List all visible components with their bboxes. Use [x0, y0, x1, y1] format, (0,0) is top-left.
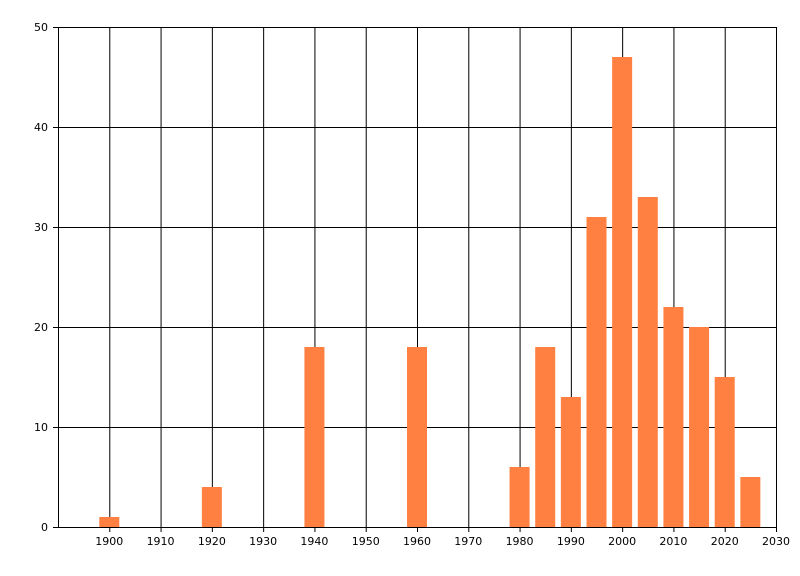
bar [637, 197, 658, 527]
x-tick-label: 1970 [454, 535, 482, 548]
y-axis-ticks: 0 10 20 30 40 50 [34, 21, 48, 534]
x-tick-label: 2000 [608, 535, 636, 548]
bar [99, 517, 120, 527]
x-axis-ticks: 1900 1910 1920 1930 1940 1950 1960 1970 1980 1990… [95, 535, 790, 548]
x-tick-label: 2020 [711, 535, 739, 548]
x-tick-label: 1990 [557, 535, 585, 548]
x-tick-label: 2030 [762, 535, 790, 548]
bar [689, 327, 710, 527]
y-tick-label: 10 [34, 421, 48, 434]
x-tick-label: 2010 [659, 535, 687, 548]
bar [740, 477, 761, 527]
x-tick-label: 1950 [352, 535, 380, 548]
x-tick-label: 1920 [198, 535, 226, 548]
y-tick-label: 0 [41, 521, 48, 534]
y-tick-label: 40 [34, 121, 48, 134]
bar-series [99, 57, 761, 527]
y-tick-label: 50 [34, 21, 48, 34]
bar [406, 347, 428, 527]
bar [560, 397, 581, 527]
bar [586, 217, 607, 527]
bar [509, 467, 530, 527]
x-tick-label: 1940 [300, 535, 328, 548]
y-tick-label: 20 [34, 321, 48, 334]
bar [663, 307, 684, 527]
axes [58, 27, 776, 528]
x-tick-label: 1900 [95, 535, 123, 548]
bar [714, 377, 735, 527]
x-tick-label: 1930 [249, 535, 277, 548]
x-tick-label: 1910 [147, 535, 175, 548]
x-tick-label: 1980 [506, 535, 534, 548]
x-tick-label: 1960 [403, 535, 431, 548]
bar [201, 487, 222, 527]
bar [535, 347, 556, 527]
bar [612, 57, 633, 527]
bar [304, 347, 325, 527]
y-tick-label: 30 [34, 221, 48, 234]
